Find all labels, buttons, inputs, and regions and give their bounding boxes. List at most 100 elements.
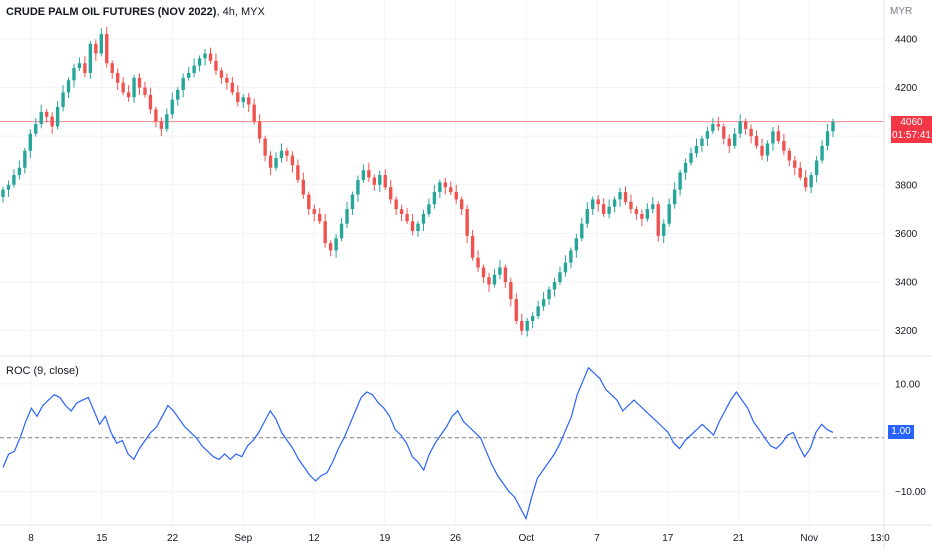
exchange-label: MYX — [240, 6, 265, 18]
candle-body — [700, 138, 704, 146]
price-tick-label: 3400 — [895, 278, 918, 289]
candle-body — [383, 175, 387, 188]
candle-body — [247, 97, 251, 105]
candle-body — [722, 126, 726, 139]
grid-layer — [0, 0, 884, 524]
candle-body — [743, 121, 748, 129]
price-tick-label: 3800 — [895, 180, 918, 191]
candle-body — [438, 182, 442, 193]
candle-body — [17, 167, 22, 176]
candle-body — [378, 175, 382, 185]
roc-layer[interactable] — [0, 366, 884, 521]
candle-body — [427, 204, 431, 214]
candlestick-layer[interactable] — [1, 26, 835, 337]
candle-body — [367, 170, 371, 178]
candle-body — [345, 209, 349, 224]
currency-label: MYR — [890, 6, 913, 17]
candle-body — [356, 179, 360, 195]
candle-body — [143, 87, 147, 95]
candle-body — [268, 155, 273, 168]
candle-body — [672, 189, 677, 205]
candle-body — [257, 121, 262, 139]
roc-value-badge: 1.00 — [888, 425, 914, 440]
candle-body — [782, 141, 786, 151]
roc-indicator-title: ROC (9, close) — [6, 365, 79, 377]
candle-body — [563, 262, 568, 273]
candle-body — [154, 109, 158, 122]
candle-body — [558, 272, 562, 283]
time-tick-label: 12 — [308, 533, 320, 544]
candle-body — [612, 199, 617, 207]
time-tick-label: 15 — [96, 533, 108, 544]
chart-title: CRUDE PALM OIL FUTURES (NOV 2022), 4h, M… — [6, 6, 265, 18]
candle-body — [541, 299, 546, 307]
candle-body — [110, 63, 114, 73]
candle-body — [1, 189, 5, 197]
candle-body — [181, 77, 185, 90]
candle-body — [689, 153, 693, 163]
candle-body — [509, 282, 513, 300]
time-tick-label: 7 — [594, 533, 600, 544]
candle-body — [814, 160, 819, 176]
candle-body — [585, 209, 589, 224]
candle-body — [115, 72, 120, 83]
candle-body — [683, 162, 688, 173]
candle-body — [301, 179, 306, 195]
candle-body — [225, 77, 229, 83]
time-tick-label: 26 — [450, 533, 462, 544]
price-tick-label: 4200 — [895, 83, 918, 94]
candle-body — [148, 94, 153, 110]
roc-series-line — [2, 366, 834, 521]
candle-body — [678, 172, 682, 190]
time-tick-label: Nov — [800, 533, 818, 544]
candle-body — [547, 289, 551, 300]
interval-label: 4h — [222, 6, 235, 18]
candle-body — [55, 106, 60, 127]
candle-body — [656, 204, 660, 236]
candle-body — [536, 306, 540, 317]
candle-body — [88, 43, 93, 73]
candle-body — [825, 131, 830, 146]
time-tick-label: 19 — [379, 533, 391, 544]
candle-body — [214, 60, 218, 71]
candle-body — [99, 34, 103, 54]
time-tick-label: 8 — [28, 533, 34, 544]
candle-body — [197, 58, 202, 66]
candle-body — [274, 158, 278, 168]
candle-body — [219, 70, 224, 78]
candle-body — [754, 136, 759, 146]
candle-body — [334, 238, 338, 251]
candle-body — [105, 34, 109, 64]
candle-body — [165, 114, 169, 129]
candle-body — [760, 145, 764, 156]
candle-body — [296, 165, 300, 180]
candle-body — [809, 175, 813, 188]
candle-body — [607, 206, 611, 214]
candle-body — [481, 267, 486, 278]
time-tick-label: 13:0 — [870, 533, 890, 544]
candle-body — [492, 274, 497, 285]
candle-body — [569, 250, 573, 263]
candle-body — [629, 201, 633, 210]
time-tick-label: Sep — [234, 533, 252, 544]
price-tick-label: 3200 — [895, 326, 918, 337]
candle-body — [487, 277, 491, 285]
roc-tick-label: 10.00 — [895, 379, 920, 390]
candle-body — [83, 63, 87, 73]
candle-body — [711, 124, 715, 132]
candle-body — [596, 199, 600, 205]
candle-body — [50, 116, 54, 127]
candle-body — [776, 131, 781, 142]
candle-body — [405, 213, 409, 222]
candle-body — [394, 199, 398, 210]
candle-body — [230, 82, 235, 93]
candle-body — [208, 53, 213, 61]
candle-body — [793, 160, 797, 168]
candle-body — [525, 320, 529, 331]
candle-body — [126, 92, 131, 98]
candle-body — [192, 65, 196, 73]
candle-body — [820, 145, 824, 161]
